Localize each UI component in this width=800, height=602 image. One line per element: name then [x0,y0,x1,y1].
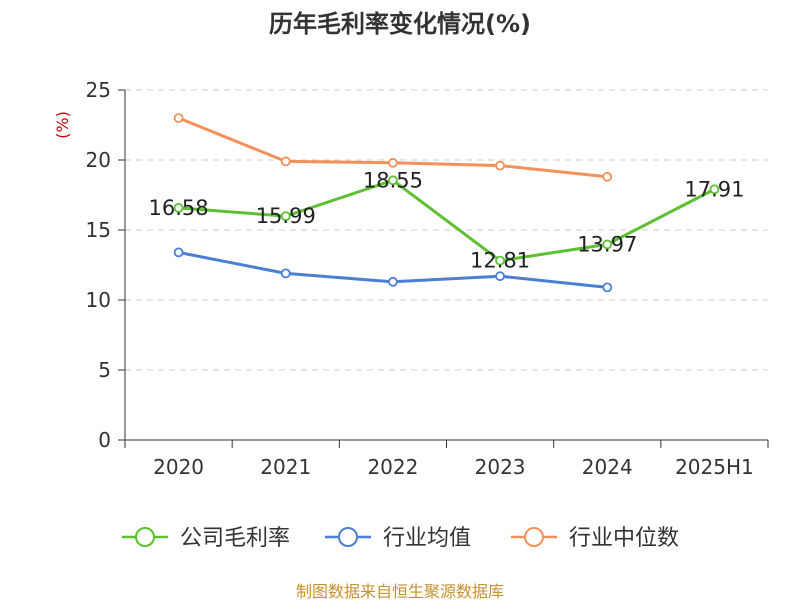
y-tick-label: 25 [86,78,111,102]
y-tick-label: 0 [98,428,111,452]
data-point [173,247,184,258]
data-source-note: 制图数据来自恒生聚源数据库 [295,582,504,601]
data-point [173,113,184,123]
data-point [495,255,505,266]
data-point [280,268,291,279]
data-point [280,156,291,167]
series-line [178,178,716,263]
data-point [602,282,613,293]
x-tick-label: 2023 [475,455,526,479]
data-point [280,211,291,222]
data-label: 15.99 [256,204,316,228]
y-tick-label: 5 [98,358,111,382]
legend-label: 行业均值 [383,526,471,551]
x-tick-label: 2025H1 [675,455,754,479]
data-point [388,175,398,186]
chart-title: 历年毛利率变化情况(%) [269,10,531,38]
data-point [602,239,613,250]
y-tick-label: 20 [86,148,111,172]
data-point [495,160,505,171]
data-point [495,271,505,282]
data-label: 13.97 [577,232,637,256]
data-point [388,157,398,168]
legend-marker [524,527,544,547]
data-point [602,171,613,182]
legend-marker [135,527,155,547]
y-tick-label: 15 [86,218,111,242]
x-tick-label: 2020 [153,455,204,479]
data-point [173,202,184,213]
data-label: 17.91 [684,177,744,201]
y-tick-label: 10 [86,288,111,312]
data-label: 16.58 [149,196,209,220]
legend-label: 行业中位数 [569,526,679,551]
y-axis-label: (%) [53,111,72,139]
x-tick-label: 2024 [582,455,633,479]
data-point [388,276,398,287]
x-tick-label: 2022 [367,455,418,479]
x-tick-label: 2021 [260,455,311,479]
legend-label: 公司毛利率 [180,526,290,551]
data-point [709,184,720,195]
data-label: 18.55 [363,168,423,192]
data-label: 12.81 [470,249,530,273]
legend-marker [338,527,358,547]
